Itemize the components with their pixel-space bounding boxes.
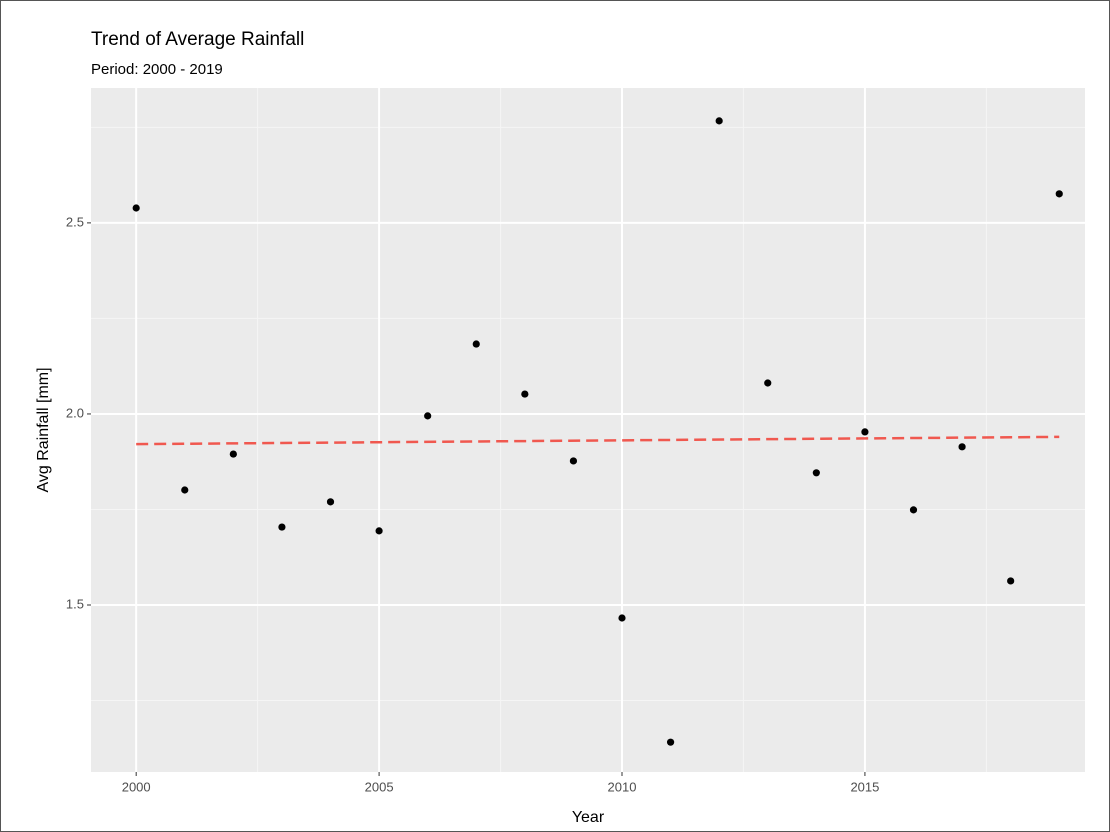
data-point xyxy=(132,204,140,212)
data-point xyxy=(278,523,286,531)
data-point xyxy=(909,506,918,514)
y-axis-title: Avg Rainfall [mm] xyxy=(35,367,52,492)
data-point xyxy=(764,379,772,387)
data-point xyxy=(1007,577,1015,585)
data-point xyxy=(424,412,432,420)
chart-title: Trend of Average Rainfall xyxy=(91,29,304,50)
x-tick-label: 2015 xyxy=(850,779,879,794)
y-tick-label: 2.5 xyxy=(66,214,84,229)
x-tick-label: 2000 xyxy=(122,779,151,794)
y-tick-label: 1.5 xyxy=(66,596,84,611)
data-point xyxy=(715,117,723,125)
x-tick-label: 2010 xyxy=(608,779,637,794)
data-point xyxy=(521,390,529,398)
data-point xyxy=(861,428,869,436)
data-point xyxy=(1055,190,1063,198)
y-tick-label: 2.0 xyxy=(66,405,84,420)
data-point xyxy=(618,614,626,622)
data-point xyxy=(472,340,480,348)
trend-line xyxy=(136,435,1060,446)
data-point xyxy=(181,486,189,494)
x-tick-label: 2005 xyxy=(365,779,394,794)
data-point xyxy=(229,450,237,458)
x-axis-title: Year xyxy=(572,809,605,826)
chart-subtitle: Period: 2000 - 2019 xyxy=(91,61,223,78)
plot-panel xyxy=(91,88,1085,772)
data-point xyxy=(958,443,966,451)
data-point xyxy=(326,498,335,506)
data-point xyxy=(812,469,820,477)
data-point xyxy=(666,738,675,746)
data-point xyxy=(569,457,578,465)
data-point xyxy=(375,527,383,535)
